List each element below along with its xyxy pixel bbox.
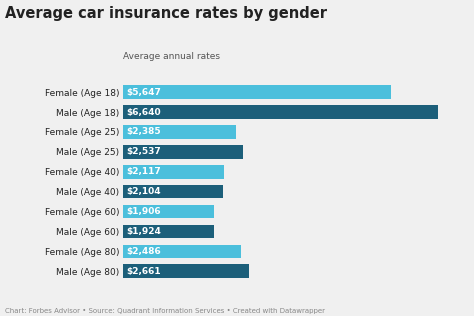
Bar	[123, 85, 391, 99]
Bar	[123, 245, 241, 258]
Bar	[123, 185, 223, 198]
Text: $2,117: $2,117	[126, 167, 161, 176]
Bar	[123, 145, 244, 159]
Bar	[123, 125, 236, 139]
Text: $1,924: $1,924	[126, 227, 161, 236]
Text: $1,906: $1,906	[126, 207, 161, 216]
Text: $2,537: $2,537	[126, 147, 161, 156]
Bar	[123, 264, 249, 278]
Text: Chart: Forbes Advisor • Source: Quadrant Information Services • Created with Dat: Chart: Forbes Advisor • Source: Quadrant…	[5, 308, 325, 314]
Text: $5,647: $5,647	[126, 88, 161, 97]
Bar	[123, 205, 214, 218]
Text: $6,640: $6,640	[126, 108, 161, 117]
Text: Average car insurance rates by gender: Average car insurance rates by gender	[5, 6, 327, 21]
Text: $2,104: $2,104	[126, 187, 161, 196]
Text: $2,486: $2,486	[126, 247, 161, 256]
Bar	[123, 225, 214, 238]
Text: $2,385: $2,385	[126, 127, 161, 137]
Text: $2,661: $2,661	[126, 267, 161, 276]
Bar	[123, 105, 438, 119]
Bar	[123, 165, 224, 179]
Text: Average annual rates: Average annual rates	[123, 52, 220, 61]
